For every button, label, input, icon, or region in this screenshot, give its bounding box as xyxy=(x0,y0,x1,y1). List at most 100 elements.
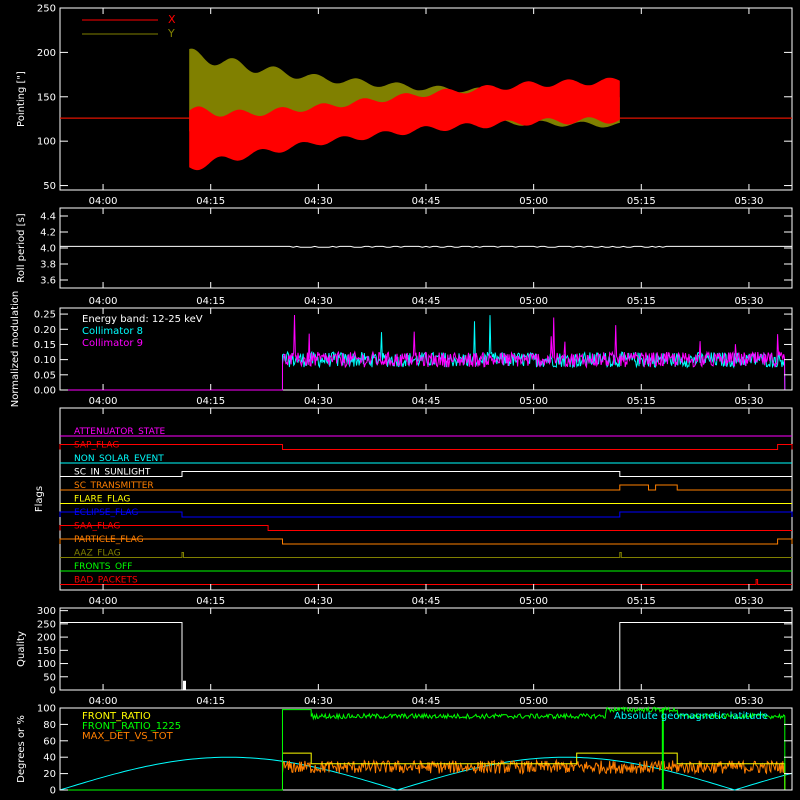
x-tick-label: 05:15 xyxy=(627,396,656,407)
roll-x-ticks: 04:00 04:15 04:30 04:45 05:00 05:15 05:30 xyxy=(89,208,764,307)
y-tick-label: 0.15 xyxy=(34,340,56,351)
modulation-ylabel: Normalized modulation xyxy=(10,291,21,408)
flag-label: ECLIPSE_FLAG xyxy=(74,508,138,518)
collimator-8-label: Collimator 8 xyxy=(82,326,143,337)
flag-label: ATTENUATOR_STATE xyxy=(74,427,166,437)
flag-label: SAA_FLAG xyxy=(74,522,120,532)
max-det-vs-tot-line xyxy=(60,758,792,791)
x-tick-label: 04:00 xyxy=(89,296,118,307)
ratio-frame xyxy=(59,707,793,791)
x-tick-label: 05:00 xyxy=(519,596,548,607)
flag-label: SC_IN_SUNLIGHT xyxy=(74,468,151,478)
modulation-plot xyxy=(60,314,792,391)
flag-label: SAP_FLAG xyxy=(74,441,119,451)
flags-panel: ATTENUATOR_STATE SAP_FLAG NON_SOLAR_EVENT S… xyxy=(34,407,793,607)
quality-x-ticks: 04:00 04:15 04:30 04:45 05:00 05:15 05:30 xyxy=(89,608,764,707)
legend-x-label: X xyxy=(168,13,176,26)
flags-plot: ATTENUATOR_STATE SAP_FLAG NON_SOLAR_EVENT S… xyxy=(59,427,793,586)
ratio-y-ticks: 0 20 40 60 80 100 xyxy=(37,704,792,797)
x-tick-label: 05:30 xyxy=(735,596,764,607)
quality-y-ticks: 0 50 100 150 200 250 300 xyxy=(37,606,792,697)
flag-label: AAZ_FLAG xyxy=(74,549,121,559)
pointing-plot xyxy=(60,48,792,171)
ratio-panel: 0 20 40 60 80 100 Degrees or % FRONT_RATIO FR… xyxy=(16,704,793,797)
x-tick-label: 04:00 xyxy=(89,396,118,407)
x-tick-label: 04:15 xyxy=(196,696,225,707)
legend-y-label: Y xyxy=(167,27,175,40)
ratio-plot xyxy=(59,705,793,791)
y-tick-label: 150 xyxy=(37,92,56,103)
roll-y-ticks: 3.6 3.8 4.0 4.2 4.4 xyxy=(40,212,792,287)
flags-ylabel: Flags xyxy=(34,486,45,512)
x-tick-label: 05:30 xyxy=(735,196,764,207)
modulation-panel: 0.00 0.05 0.10 0.15 0.20 0.25 04:00 04:15 04:30… xyxy=(10,291,793,408)
y-tick-label: 0 xyxy=(50,786,56,797)
flag-line-saa-flag xyxy=(59,525,792,531)
flags-x-ticks: 04:00 04:15 04:30 04:45 05:00 05:15 05:30 xyxy=(89,408,764,607)
y-tick-label: 4.2 xyxy=(40,228,56,239)
x-tick-label: 05:15 xyxy=(627,696,656,707)
front-ratio-label: FRONT_RATIO xyxy=(82,711,151,722)
roll-period-panel: 3.6 3.8 4.0 4.2 4.4 04:00 04:15 04:30 04:45 05:0… xyxy=(16,207,793,307)
modulation-line-collimator-9 xyxy=(60,314,792,391)
y-tick-label: 0.00 xyxy=(34,386,56,397)
flag-label: BAD_PACKETS xyxy=(74,576,138,586)
front-ratio-1225-line xyxy=(60,705,792,791)
flag-label: FRONTS_OFF xyxy=(74,562,132,572)
x-tick-label: 04:30 xyxy=(304,696,333,707)
quality-spike xyxy=(183,680,186,690)
x-tick-label: 04:45 xyxy=(412,396,441,407)
x-tick-label: 04:30 xyxy=(304,596,333,607)
pointing-panel: 50 100 150 200 250 04:00 04:15 04:30 04:45 05:00… xyxy=(16,4,793,207)
pointing-band-x xyxy=(189,77,620,171)
x-tick-label: 04:30 xyxy=(304,196,333,207)
flag-line-sap-flag xyxy=(59,444,793,450)
y-tick-label: 50 xyxy=(43,181,56,192)
y-tick-label: 4.4 xyxy=(40,212,56,223)
y-tick-label: 40 xyxy=(43,753,56,764)
y-tick-label: 0 xyxy=(50,686,56,697)
x-tick-label: 04:30 xyxy=(304,296,333,307)
flag-line-particle-flag xyxy=(59,538,793,545)
y-tick-label: 0.05 xyxy=(34,370,56,381)
roll-period-line xyxy=(60,245,792,248)
y-tick-label: 4.0 xyxy=(40,244,56,255)
pointing-ylabel: Pointing ["] xyxy=(16,71,27,127)
modulation-x-ticks: 04:00 04:15 04:30 04:45 05:00 05:15 05:30 xyxy=(89,308,764,407)
y-tick-label: 60 xyxy=(43,736,56,747)
x-tick-label: 05:30 xyxy=(735,696,764,707)
y-tick-label: 3.8 xyxy=(40,260,56,271)
y-tick-label: 200 xyxy=(37,633,56,644)
x-tick-label: 05:00 xyxy=(519,296,548,307)
x-tick-label: 05:00 xyxy=(519,396,548,407)
x-tick-label: 04:15 xyxy=(196,596,225,607)
front-ratio-1225-label: FRONT_RATIO_1225 xyxy=(82,721,181,732)
y-tick-label: 150 xyxy=(37,646,56,657)
modulation-line-collimator-8 xyxy=(60,315,792,391)
x-tick-label: 05:30 xyxy=(735,296,764,307)
y-tick-label: 50 xyxy=(43,672,56,683)
x-tick-label: 05:15 xyxy=(627,296,656,307)
quality-line xyxy=(60,622,792,691)
flag-line-sc-transmitter xyxy=(60,484,792,491)
flag-line-sc-in-sunlight xyxy=(60,471,792,477)
x-tick-label: 04:15 xyxy=(196,296,225,307)
y-tick-label: 200 xyxy=(37,48,56,59)
x-tick-label: 04:15 xyxy=(196,196,225,207)
y-tick-label: 250 xyxy=(37,4,56,15)
x-tick-label: 04:45 xyxy=(412,696,441,707)
x-tick-label: 05:00 xyxy=(519,196,548,207)
y-tick-label: 0.25 xyxy=(34,310,56,321)
x-tick-label: 05:30 xyxy=(735,396,764,407)
x-tick-label: 04:00 xyxy=(89,696,118,707)
y-tick-label: 20 xyxy=(43,769,56,780)
y-tick-label: 0.10 xyxy=(34,355,56,366)
x-tick-label: 04:45 xyxy=(412,296,441,307)
flag-label: SC_TRANSMITTER xyxy=(74,481,154,491)
geomagnetic-latitude-label: Absolute geomagnetic latitude xyxy=(614,711,768,722)
modulation-y-ticks: 0.00 0.05 0.10 0.15 0.20 0.25 xyxy=(34,310,792,397)
y-tick-label: 0.20 xyxy=(34,325,56,336)
x-tick-label: 05:15 xyxy=(627,196,656,207)
